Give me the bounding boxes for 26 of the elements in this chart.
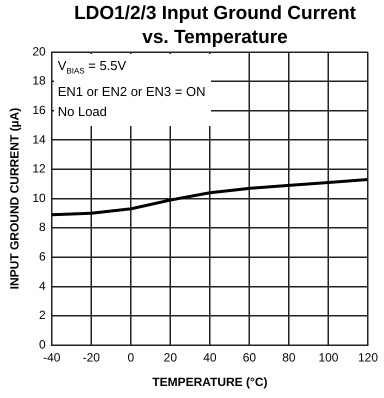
y-tick-label: 16 [32,102,46,117]
y-tick-label: 4 [39,278,46,293]
x-tick-label: 20 [164,350,178,365]
x-tick-label: 80 [282,350,296,365]
y-tick-label: 6 [39,250,46,264]
x-tick-label: 0 [127,350,134,365]
y-tick-label: 2 [39,308,46,322]
annotation: V$_{BIAS}$ = 5.5V [58,58,126,76]
chart-title: LDO1/2/3 Input Ground Current vs. Temperature [73,2,357,50]
y-axis-title: INPUT GROUND CURRENT (µA) [8,108,22,290]
y-tick-label: 20 [32,44,46,58]
x-tick-label: 120 [358,350,378,365]
x-axis-title: TEMPERATURE (°C) [152,375,268,390]
y-tick-label: 8 [39,220,46,234]
y-tick-label: 0 [39,338,46,352]
y-tick-label: 12 [32,162,46,176]
x-tick-label: 40 [203,350,217,365]
x-tick-label: -20 [82,350,100,365]
y-tick-label: 10 [32,190,46,205]
x-tick-label: -40 [43,350,61,365]
annotation: EN1 or EN2 or EN3 = ON [58,84,206,99]
x-tick-label: 100 [318,350,339,365]
y-tick-label: 18 [32,74,46,88]
x-tick-label: 60 [242,350,256,365]
y-tick-label: 14 [32,132,46,146]
annotation: No Load [58,104,107,119]
